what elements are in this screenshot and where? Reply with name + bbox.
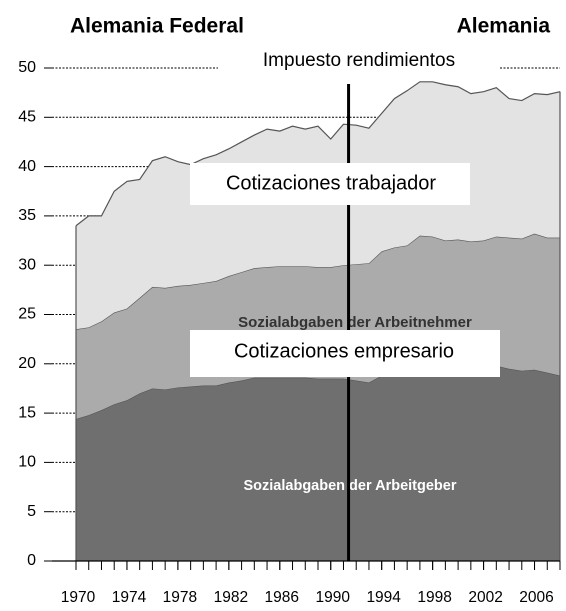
x-tick-label: 1990	[315, 589, 350, 606]
annotation-box	[190, 163, 470, 205]
x-tick-label: 1986	[265, 589, 299, 606]
y-tick-label: 30	[18, 256, 36, 273]
series-label: Sozialabgaben der Arbeitnehmer	[238, 314, 472, 331]
annotation-box	[190, 330, 500, 377]
x-tick-label: 1982	[214, 589, 248, 606]
y-tick-label: 20	[18, 355, 36, 372]
area-edge	[75, 81, 561, 227]
x-tick-label: 1994	[366, 589, 401, 606]
y-tick-label: 5	[27, 503, 36, 520]
series-label: Sozialabgaben der Arbeitgeber	[244, 478, 457, 494]
y-tick-label: 10	[18, 454, 36, 471]
y-tick-label: 15	[18, 404, 36, 421]
x-tick-label: 1974	[112, 589, 147, 606]
y-tick-label: 0	[27, 552, 36, 569]
annotation: Cotizaciones trabajador	[226, 172, 436, 194]
annotation-box	[218, 47, 500, 75]
heading: Alemania Federal	[70, 15, 244, 38]
x-tick-label: 2006	[519, 589, 553, 606]
x-tick-label: 1998	[417, 589, 451, 606]
x-tick-label: 2002	[468, 589, 502, 606]
y-tick-label: 40	[18, 158, 36, 175]
heading: Alemania	[457, 15, 551, 38]
annotation: Cotizaciones empresario	[234, 340, 454, 362]
annotation: Impuesto rendimientos	[263, 50, 455, 71]
area	[76, 81, 560, 330]
y-tick-label: 25	[18, 306, 36, 323]
area	[76, 365, 560, 561]
x-tick-label: 1970	[61, 589, 96, 606]
y-tick-label: 50	[18, 59, 36, 76]
y-tick-label: 45	[18, 109, 36, 126]
y-tick-label: 35	[18, 207, 36, 224]
overlay: 1970 1974 1978 1982 1986 1990 1994 1998 2002 2006…	[52, 15, 561, 606]
x-tick-label: 1978	[163, 589, 197, 606]
